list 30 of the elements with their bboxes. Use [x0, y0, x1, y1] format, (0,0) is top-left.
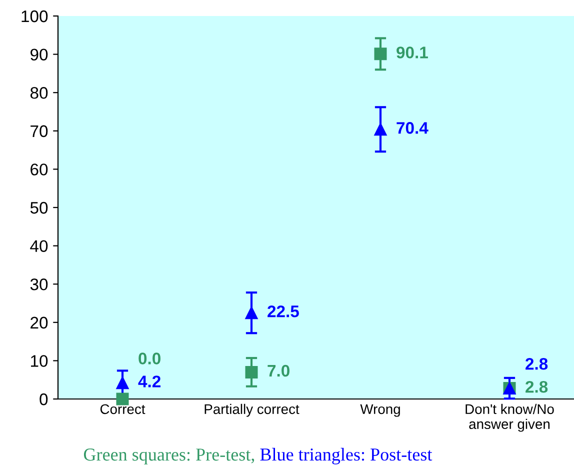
y-tick-label: 0 [40, 393, 48, 406]
data-label: 4.2 [138, 376, 160, 388]
y-tick-label: 30 [30, 278, 48, 290]
data-label: 2.8 [526, 380, 548, 393]
data-label: 7.0 [268, 364, 290, 377]
x-tick-label: Don't know/No answer given [466, 404, 554, 432]
data-label: 70.4 [396, 122, 428, 134]
text: Blue triangles: Post-test [260, 448, 432, 464]
point [374, 48, 387, 60]
data-label: 90.1 [396, 46, 428, 58]
y-tick-label: 50 [30, 202, 48, 214]
text: Green squares: Pre-test, [84, 448, 254, 464]
y-tick-label: 70 [30, 125, 48, 138]
y-tick-label: 100 [22, 10, 48, 22]
y-tick-label: 20 [30, 316, 48, 329]
data-label: 0.0 [138, 352, 160, 364]
point [374, 123, 387, 136]
data-label: 22.5 [268, 305, 299, 318]
y-tick-label: 10 [31, 355, 48, 367]
point [245, 306, 258, 320]
point [116, 376, 129, 390]
x-tick-label: Correct [100, 404, 146, 414]
x-tick-label: Partially correct [204, 404, 300, 417]
y-tick-label: 80 [30, 87, 48, 99]
y-tick-label: 40 [30, 240, 48, 252]
data-label: 2.8 [526, 358, 548, 370]
y-tick-label: 90 [30, 48, 48, 61]
point [245, 366, 258, 378]
x-tick-label: Wrong [360, 404, 400, 417]
y-tick-label: 60 [30, 164, 48, 176]
